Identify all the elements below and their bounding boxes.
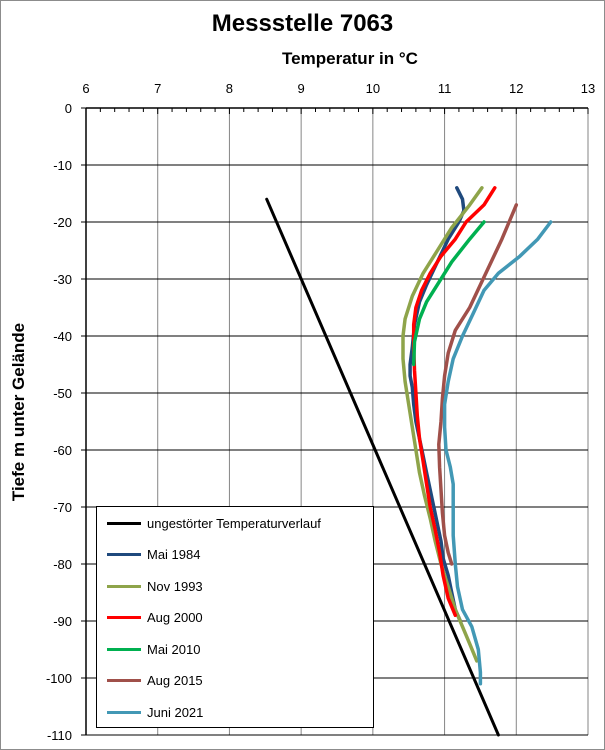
legend-swatch	[107, 584, 141, 588]
y-tick-label: -40	[53, 329, 72, 344]
x-tick-labels: 6 7 8 9 10 11 12 13	[82, 81, 595, 96]
legend-item: Aug 2015	[97, 671, 373, 691]
y-tick-label: -10	[53, 158, 72, 173]
y-tick-label: -50	[53, 386, 72, 401]
legend-label: Nov 1993	[147, 578, 203, 594]
legend-label: Aug 2015	[147, 673, 203, 688]
legend-item: Aug 2000	[97, 608, 373, 628]
x-tick-label: 6	[82, 81, 89, 96]
legend-swatch	[107, 616, 141, 619]
y-tick-label: -30	[53, 272, 72, 287]
legend-item: Mai 1984	[97, 545, 373, 565]
legend-item: Juni 2021	[97, 702, 373, 722]
series-line-6	[437, 203, 519, 566]
legend-item: Nov 1993	[97, 576, 373, 596]
y-tick-label: -70	[53, 500, 72, 515]
legend-label: Mai 1984	[147, 547, 201, 562]
x-tick-label: 13	[581, 81, 595, 96]
legend-label: ungestörter Temperaturverlauf	[147, 515, 321, 531]
y-tick-label: -80	[53, 557, 72, 572]
legend-swatch	[107, 710, 141, 714]
legend-swatch	[107, 521, 141, 525]
legend-item: ungestörter Temperaturverlauf	[97, 513, 373, 533]
series-line-4	[411, 186, 497, 618]
y-tick-label: -20	[53, 215, 72, 230]
legend-swatch	[107, 553, 141, 556]
x-tick-label: 8	[226, 81, 233, 96]
y-tick-label: -100	[46, 671, 72, 686]
series-line-7	[442, 220, 553, 686]
y-tick-label: -60	[53, 443, 72, 458]
x-tick-label: 10	[366, 81, 380, 96]
x-tick-label: 12	[509, 81, 523, 96]
y-tick-label: -90	[53, 614, 72, 629]
x-tick-label: 9	[298, 81, 305, 96]
series-line-5	[411, 220, 486, 367]
y-tick-labels: 0 -10 -20 -30 -40 -50 -60 -70 -80 -90 -100 -110	[46, 101, 72, 743]
legend-label: Aug 2000	[147, 610, 203, 625]
y-tick-label: -110	[47, 728, 72, 743]
legend-swatch	[107, 647, 141, 651]
axes	[81, 107, 589, 736]
series-line-1	[265, 197, 500, 737]
legend-item: Mai 2010	[97, 639, 373, 659]
data-series	[265, 186, 553, 737]
legend-label: Juni 2021	[147, 704, 204, 720]
x-axis-title: Temperatur in °C	[282, 49, 418, 68]
legend: ungestörter Temperaturverlauf Mai 1984 Nov…	[96, 506, 374, 728]
x-tick-label: 11	[438, 81, 452, 96]
legend-label: Mai 2010	[147, 641, 201, 657]
series-line-2	[408, 186, 466, 623]
x-tick-label: 7	[154, 81, 161, 96]
chart-title: Messstelle 7063	[211, 10, 394, 37]
series-line-3	[401, 186, 484, 663]
y-tick-label: 0	[65, 101, 72, 116]
legend-swatch	[107, 679, 141, 682]
